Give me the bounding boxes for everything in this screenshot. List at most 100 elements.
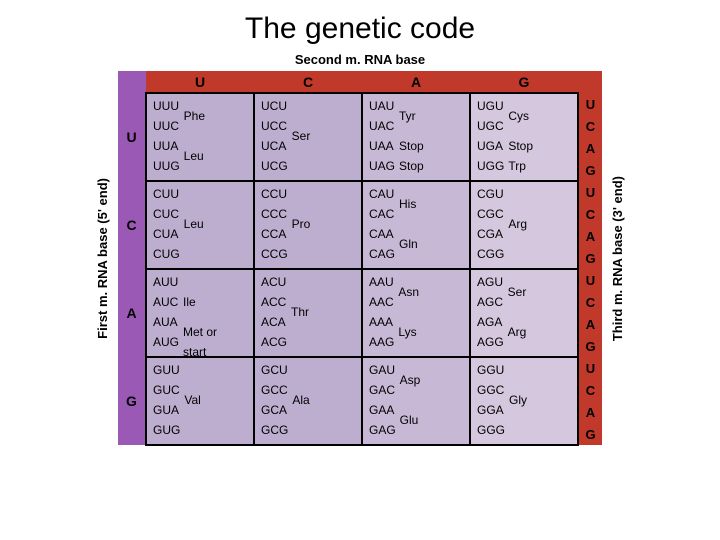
first-base-label: First m. RNA base (5' end) <box>95 178 110 339</box>
codon: GUC <box>153 380 180 400</box>
row-header-u: U <box>118 93 146 181</box>
codon: UUG <box>153 156 180 176</box>
codon: UCC <box>261 116 288 136</box>
third-header-g: G <box>578 335 602 357</box>
col-header-c: C <box>254 71 362 93</box>
codon: UAG <box>369 156 395 176</box>
codon-table: UCAGUUUUUUCUUAUUGPheLeuUCUUCCUCAUCGSerUA… <box>118 71 602 446</box>
amino-acid: Val <box>184 360 200 440</box>
codon: ACG <box>261 332 287 352</box>
codon: CUG <box>153 244 180 264</box>
codon: CUU <box>153 184 180 204</box>
cell-gg: GGUGGCGGAGGGGly <box>470 357 578 445</box>
codon: AGC <box>477 292 504 312</box>
row-header-c: C <box>118 181 146 269</box>
codon: GAU <box>369 360 396 380</box>
codon: CGU <box>477 184 504 204</box>
amino-acid: Ser <box>292 96 311 176</box>
amino-acid: Lys <box>398 312 419 352</box>
amino-acid: Stop <box>508 136 533 156</box>
codon: UUU <box>153 96 180 116</box>
codon: CUA <box>153 224 180 244</box>
codon: CGA <box>477 224 504 244</box>
codon: GAC <box>369 380 396 400</box>
row-header-g: G <box>118 357 146 445</box>
cell-uc: UCUUCCUCAUCGSer <box>254 93 362 181</box>
amino-acid: Tyr <box>399 96 424 136</box>
amino-acid: Asp <box>400 360 421 400</box>
third-header-c: C <box>578 203 602 225</box>
col-header-u: U <box>146 71 254 93</box>
codon: AGA <box>477 312 504 332</box>
cell-ac: ACUACCACAACGThr <box>254 269 362 357</box>
amino-acid: Asn <box>398 272 419 312</box>
cell-gu: GUUGUCGUAGUGVal <box>146 357 254 445</box>
amino-acid: Stop <box>399 136 424 156</box>
codon: GCA <box>261 400 288 420</box>
codon: UGA <box>477 136 504 156</box>
codon: GGG <box>477 420 505 440</box>
third-header-c: C <box>578 291 602 313</box>
col-header-a: A <box>362 71 470 93</box>
codon: UAC <box>369 116 395 136</box>
third-header-g: G <box>578 423 602 445</box>
third-header-a: A <box>578 401 602 423</box>
codon: AAG <box>369 332 394 352</box>
third-header-g: G <box>578 159 602 181</box>
codon: CCA <box>261 224 288 244</box>
third-base-label: Third m. RNA base (3' end) <box>610 176 625 341</box>
col-header-g: G <box>470 71 578 93</box>
codon: ACC <box>261 292 287 312</box>
codon: CAA <box>369 224 395 244</box>
cell-ag: AGUAGCAGAAGGSerArg <box>470 269 578 357</box>
codon: UUA <box>153 136 180 156</box>
codon: GUA <box>153 400 180 420</box>
second-base-label: Second m. RNA base <box>0 52 720 67</box>
codon: AAA <box>369 312 394 332</box>
codon: GGC <box>477 380 505 400</box>
cell-cg: CGUCGCCGACGGArg <box>470 181 578 269</box>
codon: AUU <box>153 272 179 292</box>
codon: UUC <box>153 116 180 136</box>
amino-acid: Arg <box>508 312 527 352</box>
amino-acid: Met or start <box>183 332 217 352</box>
row-header-a: A <box>118 269 146 357</box>
codon: GGU <box>477 360 505 380</box>
amino-acid: Stop <box>399 156 424 176</box>
amino-acid: Ala <box>292 360 309 440</box>
codon: ACA <box>261 312 287 332</box>
codon: CUC <box>153 204 180 224</box>
amino-acid: Trp <box>508 156 533 176</box>
codon: CCC <box>261 204 288 224</box>
codon: UAA <box>369 136 395 156</box>
amino-acid: His <box>399 184 418 224</box>
cell-cc: CCUCCCCCACCGPro <box>254 181 362 269</box>
page-title: The genetic code <box>0 0 720 52</box>
amino-acid: Thr <box>291 272 309 352</box>
codon: GUU <box>153 360 180 380</box>
cell-gc: GCUGCCGCAGCGAla <box>254 357 362 445</box>
codon: CAG <box>369 244 395 264</box>
third-header-u: U <box>578 269 602 291</box>
third-header-u: U <box>578 357 602 379</box>
cell-ca: CAUCACCAACAGHisGln <box>362 181 470 269</box>
cell-ua: UAUUACUAAUAGTyrStopStop <box>362 93 470 181</box>
cell-ga: GAUGACGAAGAGAspGlu <box>362 357 470 445</box>
amino-acid: Pro <box>292 184 311 264</box>
cell-aa: AAUAACAAAAAGAsnLys <box>362 269 470 357</box>
third-header-a: A <box>578 313 602 335</box>
codon: GAG <box>369 420 396 440</box>
codon: UCU <box>261 96 288 116</box>
third-header-u: U <box>578 181 602 203</box>
codon: AAU <box>369 272 394 292</box>
table-wrapper: First m. RNA base (5' end) UCAGUUUUUUCUU… <box>0 71 720 446</box>
codon: UCA <box>261 136 288 156</box>
codon: UAU <box>369 96 395 116</box>
codon: UCG <box>261 156 288 176</box>
codon: GCC <box>261 380 288 400</box>
third-header-a: A <box>578 225 602 247</box>
cell-uu: UUUUUCUUAUUGPheLeu <box>146 93 254 181</box>
codon: CAC <box>369 204 395 224</box>
codon: GCG <box>261 420 288 440</box>
codon: ACU <box>261 272 287 292</box>
